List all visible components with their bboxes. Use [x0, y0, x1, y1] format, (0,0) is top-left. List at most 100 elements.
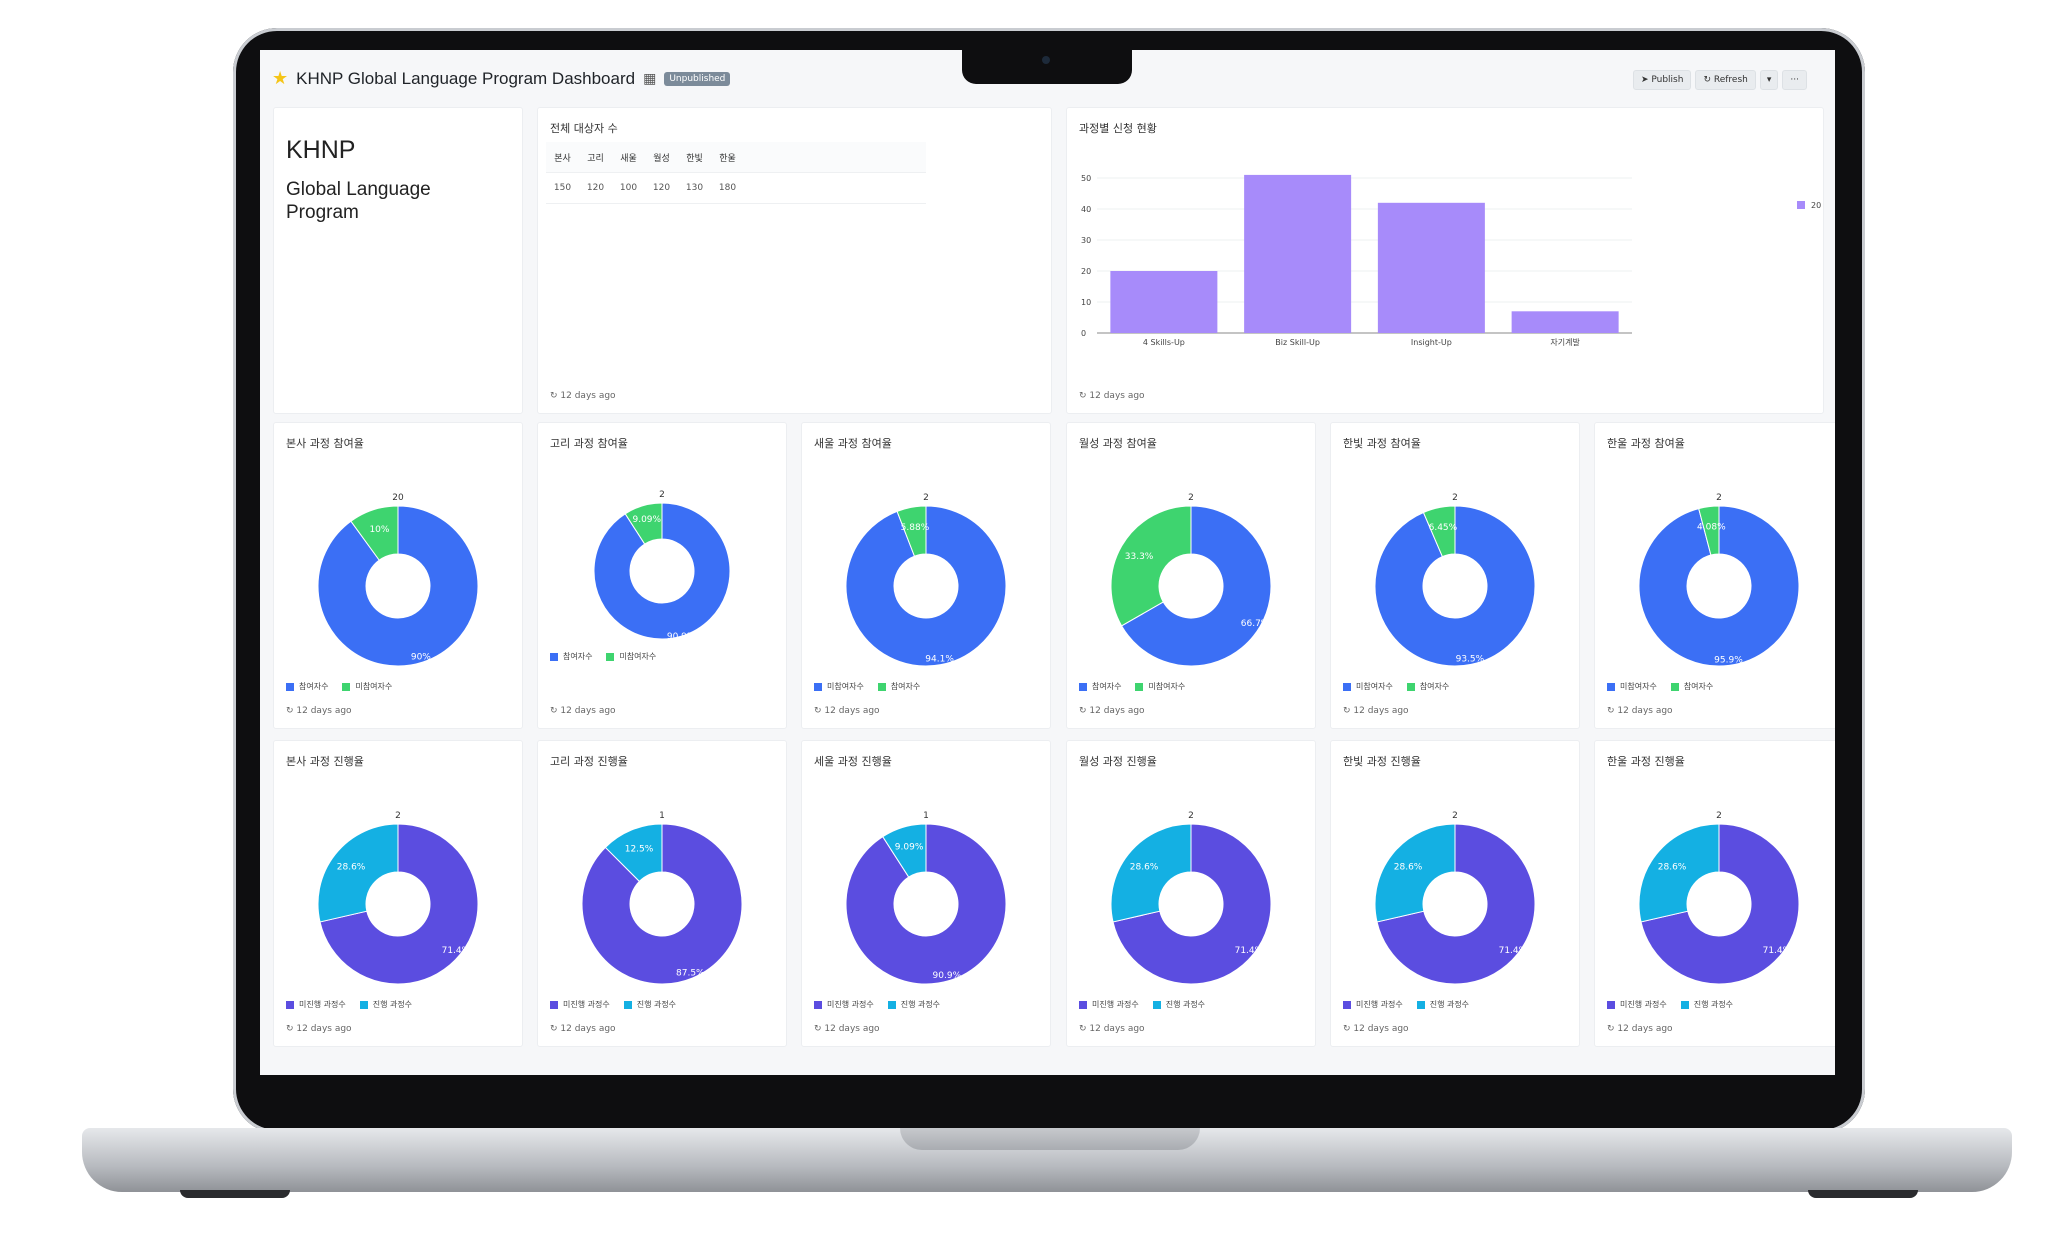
legend-item[interactable]: 참여자수	[877, 681, 920, 692]
donut-chart: 1 90.9% 9.09%	[845, 811, 1007, 985]
donut-slice[interactable]	[1638, 823, 1720, 923]
bar[interactable]	[1377, 202, 1485, 333]
legend-item[interactable]: 미진행 과정수	[1079, 999, 1139, 1010]
legend-item[interactable]: 참여자수	[1406, 681, 1449, 692]
bar[interactable]	[1110, 271, 1218, 333]
bar[interactable]	[1244, 174, 1352, 333]
card-title: 세울 과정 진행율	[814, 755, 892, 768]
legend-item[interactable]: 미진행 과정수	[550, 999, 610, 1010]
legend-label: 진행 과정수	[900, 1000, 941, 1009]
donut-slice[interactable]	[1112, 823, 1272, 985]
x-tick-label: 자기계발	[1550, 337, 1580, 347]
total-label: 2	[395, 811, 401, 821]
legend-item[interactable]: 미참여자수	[1135, 681, 1185, 692]
donut-slice[interactable]	[1698, 505, 1720, 556]
donut-slice[interactable]	[1374, 505, 1536, 667]
refresh-dropdown-button[interactable]: ▾	[1759, 70, 1779, 90]
updated-time: ↻ 12 days ago	[1343, 706, 1409, 716]
legend-item[interactable]: 진행 과정수	[1152, 999, 1205, 1010]
refresh-label: Refresh	[1713, 75, 1748, 85]
chart-legend: 미진행 과정수 진행 과정수	[286, 999, 412, 1010]
table-cell: 120	[586, 183, 605, 193]
table-cell: 130	[685, 183, 704, 193]
donut-slice[interactable]	[845, 505, 1007, 667]
legend-item[interactable]: 진행 과정수	[623, 999, 676, 1010]
updated-time: ↻ 12 days ago	[1607, 706, 1673, 716]
legend-swatch	[814, 682, 822, 691]
legend-swatch	[1343, 682, 1351, 691]
donut-slice[interactable]	[604, 823, 663, 883]
more-button[interactable]: ···	[1782, 70, 1807, 90]
refresh-button[interactable]: ↻ Refresh	[1695, 70, 1756, 90]
legend-item[interactable]: 참여자수	[1670, 681, 1713, 692]
card-title: 새울 과정 참여율	[814, 437, 892, 450]
donut-slice[interactable]	[350, 505, 399, 561]
legend-item[interactable]: 참여자수	[550, 651, 592, 662]
slice-label: 4.08%	[1697, 522, 1726, 532]
donut-slice[interactable]	[1120, 505, 1272, 667]
donut-slice[interactable]	[1422, 505, 1456, 558]
card-title: 과정별 신청 현황	[1079, 122, 1157, 135]
legend-item[interactable]: 미진행 과정수	[1607, 999, 1667, 1010]
legend-item[interactable]: 미참여자수	[814, 681, 864, 692]
legend-item[interactable]: 참여자수	[286, 681, 328, 692]
donut-slice[interactable]	[1640, 823, 1800, 985]
legend-label[interactable]: 20	[1811, 201, 1821, 210]
legend-item[interactable]: 미진행 과정수	[1343, 999, 1403, 1010]
legend-item[interactable]: 진행 과정수	[1680, 999, 1733, 1010]
legend-item[interactable]: 미진행 과정수	[286, 999, 346, 1010]
chart-legend: 미진행 과정수 진행 과정수	[814, 999, 940, 1010]
donut-slice[interactable]	[317, 505, 479, 667]
donut-chart: 20 90% 10%	[317, 493, 479, 667]
progress-donut-card: 한빛 과정 진행율 2 71.4% 28.6% 미진행 과정수 진행 과정수 ↻ 12 da…	[1330, 740, 1580, 1047]
slice-label: 71.4%	[1763, 946, 1792, 956]
legend-item[interactable]: 진행 과정수	[887, 999, 941, 1010]
legend-item[interactable]: 미진행 과정수	[814, 999, 874, 1010]
legend-item[interactable]: 미참여자수	[342, 681, 392, 692]
legend-item[interactable]: 참여자수	[1079, 681, 1121, 692]
legend-item[interactable]: 미참여자수	[606, 651, 656, 662]
donut-slice[interactable]	[896, 505, 927, 557]
updated-time: ↻ 12 days ago	[550, 706, 616, 716]
legend-item[interactable]: 진행 과정수	[359, 999, 412, 1010]
legend-swatch	[1680, 1000, 1689, 1009]
donut-slice[interactable]	[1638, 505, 1800, 667]
updated-time: ↻ 12 days ago	[1079, 1024, 1145, 1034]
legend-label: 미참여자수	[1148, 682, 1186, 691]
progress-donut-card: 한울 과정 진행율 2 71.4% 28.6% 미진행 과정수 진행 과정수 ↻ 12 da…	[1594, 740, 1835, 1047]
y-tick-label: 0	[1081, 329, 1086, 338]
x-tick-label: 4 Skills-Up	[1143, 338, 1185, 347]
program-name: Global Language Program	[286, 179, 431, 223]
favorite-star-icon[interactable]: ★	[272, 68, 289, 89]
donut-slice[interactable]	[1110, 505, 1192, 627]
legend-label: 미진행 과정수	[299, 1000, 346, 1009]
table-header-cell: 한빛	[686, 153, 703, 164]
legend-swatch	[342, 682, 351, 691]
donut-slice[interactable]	[882, 823, 927, 878]
donut-slice[interactable]	[1374, 823, 1456, 923]
table-row[interactable]: 150 120 100 120 130 180	[546, 173, 926, 204]
donut-slice[interactable]	[1110, 823, 1192, 923]
donut-slice[interactable]	[1376, 823, 1536, 985]
donut-slice[interactable]	[319, 823, 479, 985]
legend-item[interactable]: 진행 과정수	[1416, 999, 1470, 1010]
bar[interactable]	[1511, 311, 1619, 333]
legend-swatch	[1670, 682, 1679, 691]
donut-slice[interactable]	[317, 823, 399, 923]
donut-chart: 2 71.4% 28.6%	[317, 811, 479, 985]
participation-donut-card: 본사 과정 참여율 20 90% 10% 참여자수 미참여자수 ↻ 12 days ago	[273, 422, 523, 729]
grid-icon[interactable]: ▦	[643, 70, 657, 87]
legend-label: 진행 과정수	[1429, 1000, 1470, 1009]
legend-item[interactable]: 미참여자수	[1343, 681, 1393, 692]
status-badge[interactable]: Unpublished	[664, 71, 731, 86]
donut-slice[interactable]	[593, 502, 731, 640]
legend-label: 미참여자수	[1620, 682, 1657, 691]
chart-legend: 미참여자수 참여자수	[1607, 681, 1713, 692]
donut-slice[interactable]	[624, 502, 663, 545]
publish-label: Publish	[1651, 75, 1684, 85]
donut-slice[interactable]	[581, 823, 743, 985]
donut-slice[interactable]	[845, 823, 1007, 985]
legend-item[interactable]: 미참여자수	[1607, 681, 1657, 692]
publish-button[interactable]: ➤ Publish	[1632, 70, 1692, 90]
slice-label: 71.4%	[1499, 946, 1528, 956]
